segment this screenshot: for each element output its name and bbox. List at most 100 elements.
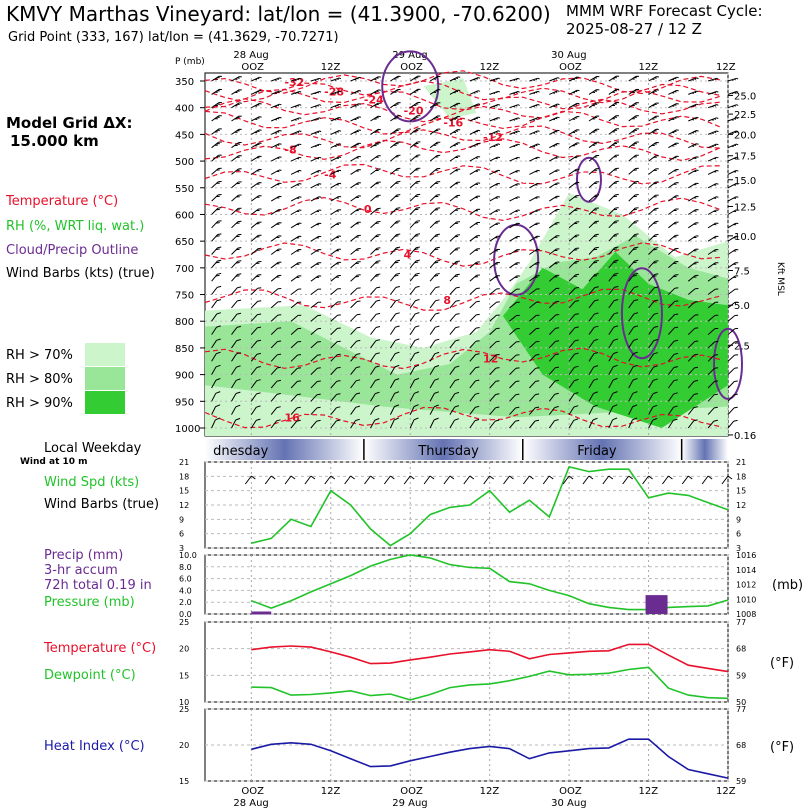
cs-toplabel-end: 12Z [716, 62, 736, 73]
wind-barb [390, 128, 401, 135]
wind-barb [568, 208, 580, 215]
wind-barb [370, 352, 380, 362]
wind-barb [429, 233, 440, 242]
wind-barb [628, 75, 640, 82]
wind-barb [449, 234, 461, 242]
wind-barb [568, 129, 580, 135]
wind-barb [608, 404, 618, 415]
pressure-panel-frame [204, 554, 729, 615]
wind-barb [667, 405, 678, 415]
wind-barb [707, 183, 719, 189]
wind-barb [231, 286, 242, 295]
wind-barb [568, 168, 580, 175]
wind-barb [648, 128, 659, 135]
wind-barb [389, 312, 400, 322]
wind-barb [688, 248, 699, 255]
wind-barb [707, 117, 719, 122]
wind-barb [687, 314, 699, 322]
temp-contour-1 [204, 80, 722, 104]
wind-barb [608, 193, 619, 202]
wind-barb [251, 142, 262, 149]
wind-barb [529, 380, 540, 389]
wind-barb [687, 353, 699, 362]
wind-barb [370, 404, 380, 415]
wind-barb [648, 181, 659, 189]
wind-panel-rtick-4: 15 [736, 487, 746, 496]
wind-barb [529, 262, 540, 269]
model-grid-dx: Model Grid ΔX: 15.000 km [6, 114, 133, 150]
surface-wind-barb [383, 475, 395, 485]
wind-barb [409, 285, 420, 295]
temp-contour-3 [204, 98, 722, 123]
wind-barb [548, 314, 560, 322]
wind-barb [648, 260, 659, 269]
wind-barb [529, 340, 540, 349]
wind-barb [687, 393, 699, 402]
wind-barb [211, 220, 222, 229]
wind-barb [588, 168, 600, 175]
wind-barb [568, 76, 580, 82]
wind-barb [568, 247, 580, 255]
wind-barb [211, 102, 222, 109]
wind-barb [568, 313, 579, 322]
temperature-line [251, 643, 729, 673]
wind-barb [270, 393, 281, 402]
wind-barb [687, 327, 699, 335]
legend-rh90-swatch [85, 391, 125, 414]
wind-barb [608, 312, 619, 322]
pressure-panel-ltick-0: 0.0 [179, 610, 192, 619]
wind-barb [251, 116, 262, 122]
wind-barb [707, 130, 719, 135]
wind-barb [469, 405, 480, 415]
wind-barb [727, 209, 739, 215]
wind-barb [668, 313, 679, 322]
wind-barb [688, 77, 699, 82]
wind-barb [350, 274, 361, 282]
wind-barb [449, 313, 460, 322]
wind-barb [250, 326, 262, 335]
wind-barb [548, 274, 560, 282]
wind-barb [270, 169, 282, 175]
wind-barb [389, 338, 400, 349]
wind-barb [390, 286, 401, 295]
wind-barb [648, 115, 659, 122]
wind-barb [509, 275, 520, 282]
wind-barb [370, 391, 380, 402]
wind-barb [449, 418, 459, 429]
wind-barb [548, 379, 559, 389]
wind-barb [389, 404, 400, 415]
wind-barb [628, 141, 639, 149]
cs-rtick-0.16: 0.16 [734, 431, 756, 442]
bottom-date-0: 28 Aug [233, 798, 268, 809]
surface-wind-barb [503, 475, 514, 485]
temp-contour-5 [204, 125, 722, 149]
wind-barb [707, 288, 719, 295]
wind-barb [687, 274, 699, 282]
surface-wind-barb [244, 475, 256, 485]
surface-wind-barb [681, 475, 693, 485]
surface-wind-barb [344, 475, 355, 485]
wind-barb [350, 326, 361, 335]
wind-barb [687, 301, 699, 309]
wind-barb [727, 156, 739, 162]
wind-barb [668, 169, 679, 175]
wind-barb [409, 193, 421, 202]
cs-rtick-20.0: 20.0 [734, 130, 756, 141]
wind-barb [588, 141, 600, 149]
wind-barb [330, 182, 342, 189]
wind-barb [330, 77, 342, 82]
wind-barb [469, 142, 481, 149]
wind-barb [211, 312, 222, 322]
wind-barb [529, 367, 540, 375]
wind-barb [330, 393, 341, 402]
wind-barb [608, 391, 618, 402]
wind-barb [628, 259, 639, 269]
wind-barb [707, 354, 719, 362]
wind-barb [449, 273, 460, 282]
wind-barb [290, 143, 302, 149]
wind-barb [310, 354, 321, 362]
wind-barb [667, 379, 678, 389]
wind-barb [648, 352, 658, 362]
wind-barb [529, 117, 540, 122]
wind-barb [727, 222, 739, 229]
